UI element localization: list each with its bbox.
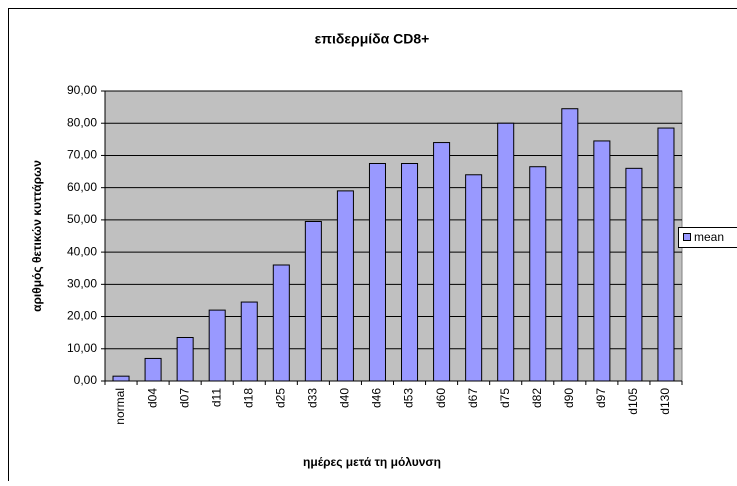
bar [145, 358, 161, 381]
bar [273, 265, 289, 381]
bar [369, 164, 385, 382]
y-axis-label: αριθμός θετικών κυττάρων [30, 160, 44, 312]
x-tick-label: d25 [273, 388, 287, 408]
x-tick-label: d46 [370, 388, 384, 408]
x-tick-label: d82 [530, 388, 544, 408]
y-tick-label: 80,00 [67, 115, 97, 129]
x-axis-label: ημέρες μετά τη μόλυνση [303, 455, 441, 469]
y-tick-label: 10,00 [67, 341, 97, 355]
x-tick-label: d130 [658, 388, 672, 415]
y-tick-label: 60,00 [67, 180, 97, 194]
x-tick-label: d67 [466, 388, 480, 408]
legend-label: mean [694, 230, 724, 244]
y-tick-label: 30,00 [67, 277, 97, 291]
x-tick-label: d105 [626, 388, 640, 415]
x-tick-label: normal [113, 388, 127, 425]
y-tick-label: 90,00 [67, 83, 97, 97]
y-tick-label: 70,00 [67, 148, 97, 162]
x-tick-label: d33 [306, 388, 320, 408]
x-tick-label: d75 [498, 388, 512, 408]
y-tick-label: 50,00 [67, 212, 97, 226]
y-tick-label: 40,00 [67, 244, 97, 258]
bar [241, 302, 257, 381]
bar [305, 222, 321, 382]
x-tick-label: d18 [241, 388, 255, 408]
bar [337, 191, 353, 381]
bar [113, 376, 129, 381]
bar [402, 164, 418, 382]
bar [177, 338, 193, 382]
x-tick-label: d40 [338, 388, 352, 408]
x-tick-label: d60 [434, 388, 448, 408]
x-tick-label: d11 [209, 388, 223, 407]
y-tick-label: 20,00 [67, 309, 97, 323]
bar [434, 143, 450, 381]
y-tick-label: 0,00 [74, 373, 98, 387]
x-tick-label: d07 [177, 388, 191, 408]
chart-title: επιδερμίδα CD8+ [315, 31, 430, 47]
x-tick-label: d53 [402, 388, 416, 408]
bar [466, 175, 482, 381]
x-tick-label: d90 [562, 388, 576, 408]
x-tick-label: d97 [594, 388, 608, 408]
legend-swatch [684, 234, 691, 241]
bar [594, 141, 610, 381]
bar [658, 128, 674, 381]
bar [209, 310, 225, 381]
bar [498, 123, 514, 381]
bar [562, 109, 578, 381]
bar [626, 168, 642, 381]
x-tick-label: d04 [145, 388, 159, 408]
bar [530, 167, 546, 381]
